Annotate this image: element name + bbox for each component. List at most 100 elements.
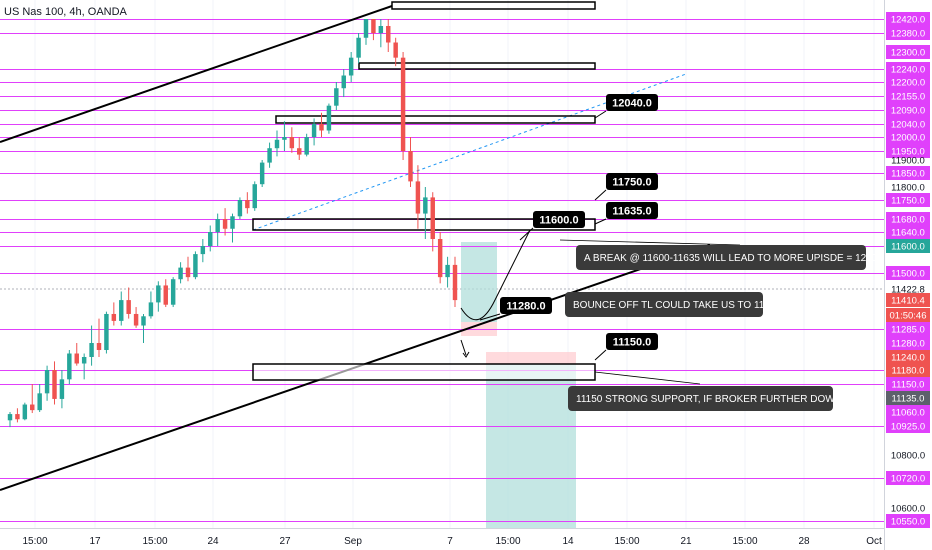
callout-label: 11750.0 [612, 177, 651, 189]
price-tag [886, 62, 930, 76]
price-axis-label: 10925.0 [891, 422, 925, 433]
candle-body [282, 137, 287, 140]
candle-body [15, 414, 20, 420]
candle-body [245, 200, 250, 209]
candle [30, 384, 35, 414]
note-pointer-breakout [559, 239, 741, 246]
candle-body [334, 88, 339, 106]
candle-body [81, 357, 87, 364]
candle-body [208, 232, 213, 246]
price-axis-label: 10550.0 [891, 517, 925, 528]
time-axis-label: 15:00 [614, 536, 639, 547]
candle-body [141, 316, 146, 326]
price-tag [886, 144, 930, 158]
zone-box-12420[interactable] [391, 1, 596, 10]
candle [371, 19, 376, 41]
candle [282, 121, 287, 151]
price-tag [886, 225, 930, 239]
time-axis-label: 15:00 [495, 536, 520, 547]
callout-box[interactable] [500, 297, 552, 314]
candle [259, 160, 265, 187]
candle-body [67, 353, 72, 380]
price-axis-label: 12040.0 [891, 120, 925, 131]
price-tag [886, 103, 930, 117]
candle [408, 137, 413, 187]
candle [356, 33, 361, 64]
candle-body [193, 254, 198, 278]
candle-body [415, 181, 421, 214]
price-tag [886, 350, 930, 364]
text-note-label: 11150 STRONG SUPPORT, IF BROKER FURTHER … [576, 394, 866, 405]
zone-box-11600-11635[interactable] [252, 218, 596, 231]
candle [304, 133, 309, 157]
price-tag [886, 308, 930, 322]
text-notes: A BREAK @ 11600-11635 WILL LEAD TO MORE … [565, 245, 883, 411]
price-axis-label: 11180.0 [892, 366, 925, 377]
candle-body [311, 124, 317, 137]
candle-body [326, 105, 332, 131]
drop-projection-arrowhead [462, 351, 470, 358]
candle [156, 281, 161, 312]
zone-box-11150[interactable] [252, 363, 596, 381]
candle-body [185, 267, 191, 278]
candle-body [126, 300, 131, 314]
candle [400, 52, 406, 160]
candle [104, 311, 109, 354]
candle-body [386, 26, 391, 43]
callout-box[interactable] [606, 94, 658, 111]
candle [59, 370, 65, 409]
candle-body [400, 57, 406, 151]
price-axis-label: 11240.0 [891, 353, 925, 364]
candle-body [30, 404, 35, 411]
candle [222, 208, 228, 236]
time-axis-label: 24 [207, 536, 219, 547]
candle [393, 37, 398, 67]
callout-box[interactable] [533, 211, 585, 228]
callout-box[interactable] [606, 202, 658, 219]
callout-pointer [594, 189, 607, 201]
channel-upper-trendline[interactable] [0, 5, 393, 143]
callout-pointer [594, 110, 607, 119]
candle [44, 365, 50, 401]
price-tag [886, 363, 930, 377]
candle [319, 112, 324, 137]
candle [67, 350, 72, 384]
price-tag [886, 377, 930, 391]
price-axis-label: 11900.0 [891, 156, 925, 167]
candle-body [89, 343, 94, 357]
price-axis-label: 12200.0 [891, 78, 925, 89]
dotted-mid-trendline[interactable] [252, 73, 687, 231]
time-axis-label: 28 [798, 536, 810, 547]
candle-body [22, 404, 28, 420]
text-note[interactable] [576, 245, 866, 270]
price-tag [886, 166, 930, 180]
price-axis: 12420.0 12380.0 12300.0 12240.0 12200.0 12155… [884, 0, 932, 550]
price-axis-label: 12300.0 [891, 48, 925, 59]
candle [445, 256, 450, 288]
price-tag [886, 26, 930, 40]
callout-label: 11600.0 [539, 215, 578, 227]
time-axis-label: Sep [344, 536, 362, 547]
candle-body [44, 370, 50, 394]
price-tag [886, 212, 930, 226]
price-axis-label: 12420.0 [891, 15, 925, 26]
candle [348, 52, 354, 82]
candle-body [267, 148, 272, 163]
price-tag [886, 89, 930, 103]
text-note[interactable] [565, 292, 763, 317]
text-note[interactable] [568, 386, 833, 411]
candle-body [37, 393, 42, 411]
candle [52, 361, 57, 405]
callout-box[interactable] [606, 173, 658, 190]
time-axis-label: 15:00 [22, 536, 47, 547]
candle-body [437, 239, 443, 278]
candle-body [289, 137, 295, 149]
price-tag [886, 45, 930, 59]
candle-body [133, 313, 139, 326]
time-axis: 15:00 17 15:00 24 27 Sep 7 15:00 14 15:00 21 15:00 2… [0, 528, 884, 550]
callout-box[interactable] [606, 333, 658, 350]
zone-box-12040[interactable] [275, 115, 596, 124]
candle [185, 256, 191, 282]
zone-box-12240[interactable] [358, 62, 596, 70]
